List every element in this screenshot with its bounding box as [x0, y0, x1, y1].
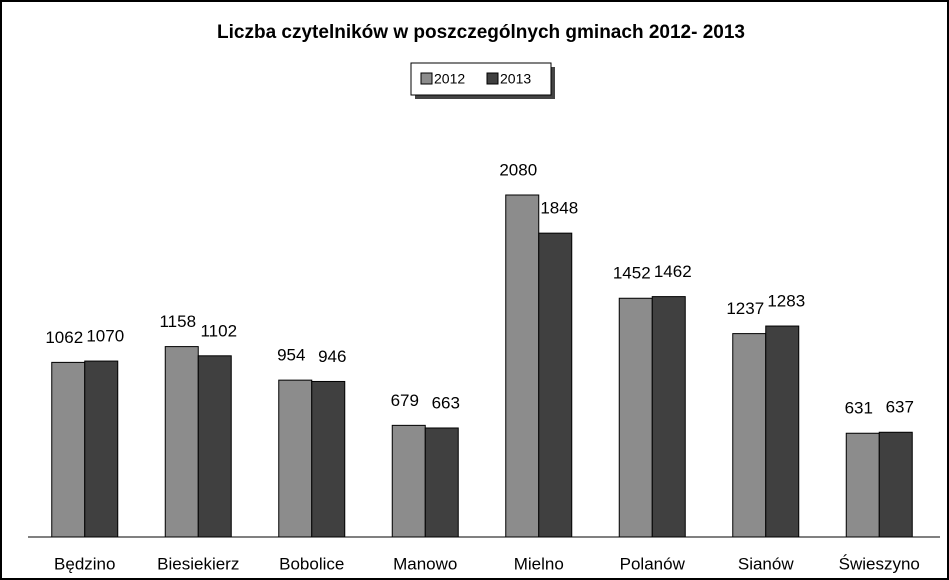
bar [538, 232, 573, 538]
legend-swatch [420, 72, 433, 85]
x-tick-label: Polanów [620, 554, 686, 573]
bar [765, 325, 800, 538]
x-tick-label: Świeszyno [839, 554, 920, 573]
bar [51, 361, 86, 538]
data-label: 1237 [726, 299, 764, 318]
data-label: 954 [277, 346, 305, 365]
bar [732, 333, 767, 538]
data-label: 1462 [654, 262, 692, 281]
bar [278, 379, 313, 538]
bar [505, 194, 540, 538]
data-label: 1158 [159, 312, 196, 331]
data-label: 663 [432, 393, 460, 412]
data-label: 1283 [767, 292, 805, 311]
x-tick-label: Biesiekierz [157, 554, 239, 573]
x-tick-label: Będzino [54, 554, 115, 573]
chart-title: Liczba czytelników w poszczególnych gmin… [217, 22, 745, 43]
legend-label: 2012 [434, 71, 465, 87]
bar [391, 424, 426, 538]
bar [424, 427, 459, 538]
bar [878, 431, 913, 538]
data-label: 1848 [540, 199, 578, 218]
data-label: 1102 [200, 321, 237, 340]
data-label: 1062 [45, 328, 83, 347]
x-tick-label: Bobolice [279, 554, 344, 573]
x-tick-label: Manowo [393, 554, 457, 573]
bar [651, 296, 686, 538]
legend-swatch [486, 72, 499, 85]
legend-label: 2013 [500, 71, 531, 87]
bar [84, 360, 119, 538]
x-tick-label: Mielno [514, 554, 564, 573]
data-label: 631 [845, 399, 873, 418]
bar [197, 355, 232, 538]
data-label: 637 [886, 398, 914, 417]
bar [164, 346, 199, 538]
data-label: 1070 [86, 327, 124, 346]
x-tick-label: Sianów [738, 554, 794, 573]
data-label: 1452 [613, 264, 651, 283]
data-label: 946 [318, 347, 346, 366]
bar [618, 297, 653, 538]
bar [845, 432, 880, 538]
data-label: 679 [391, 391, 419, 410]
data-label: 2080 [499, 160, 537, 179]
bar [311, 380, 346, 538]
legend-box [410, 62, 552, 96]
